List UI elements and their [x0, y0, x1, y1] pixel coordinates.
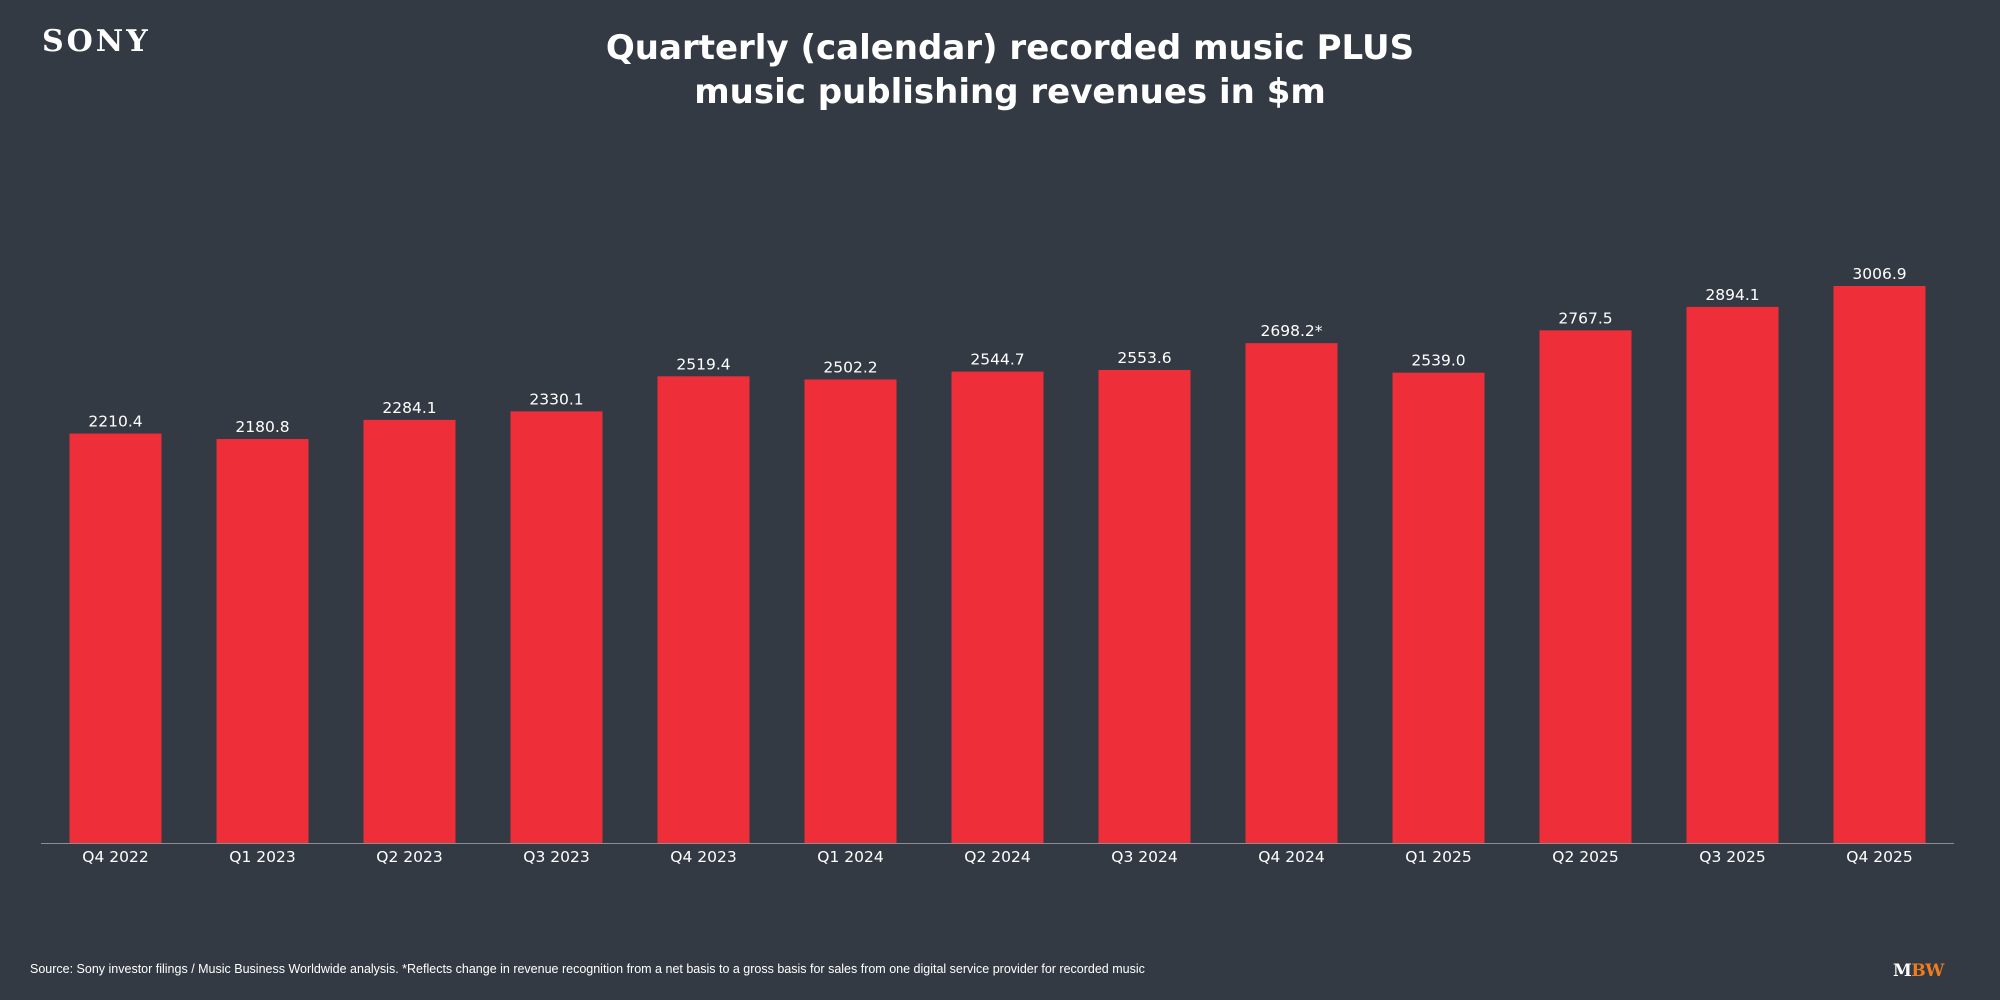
- x-tick-label: Q1 2023: [229, 848, 295, 866]
- data-label: 2210.4: [88, 413, 142, 431]
- sony-logo: SONY: [42, 24, 151, 59]
- data-label: 2519.4: [676, 355, 730, 373]
- x-tick-label: Q2 2025: [1552, 848, 1618, 866]
- data-label: 3006.9: [1852, 265, 1906, 283]
- bar: [1539, 330, 1632, 844]
- title-line-1: Quarterly (calendar) recorded music PLUS: [605, 28, 1415, 68]
- x-tick-label: Q1 2024: [817, 848, 883, 866]
- data-label: 2502.2: [823, 358, 877, 376]
- data-label: 2698.2*: [1261, 322, 1323, 340]
- bar: [1098, 369, 1191, 843]
- data-label: 2539.0: [1411, 352, 1465, 370]
- bar: [363, 419, 456, 843]
- bar: [1833, 286, 1926, 843]
- mbw-logo: MBW: [1893, 961, 1944, 981]
- bar: [510, 411, 603, 843]
- bar: [951, 371, 1044, 843]
- mbw-logo-bw: BW: [1911, 961, 1944, 981]
- x-tick-label: Q4 2023: [670, 848, 736, 866]
- x-tick-label: Q1 2025: [1405, 848, 1471, 866]
- data-label: 2767.5: [1558, 309, 1612, 327]
- data-label: 2180.8: [235, 418, 289, 436]
- bar: [1392, 372, 1485, 843]
- x-tick-label: Q2 2023: [376, 848, 442, 866]
- data-label: 2330.1: [529, 390, 583, 408]
- data-label: 2284.1: [382, 399, 436, 417]
- x-tick-label: Q4 2024: [1258, 848, 1324, 866]
- bar: [1686, 306, 1779, 843]
- x-tick-label: Q3 2023: [523, 848, 589, 866]
- x-tick-label: Q3 2025: [1699, 848, 1765, 866]
- x-tick-label: Q2 2024: [964, 848, 1030, 866]
- bar: [216, 439, 309, 843]
- bar: [69, 433, 162, 843]
- mbw-logo-m: M: [1893, 961, 1912, 981]
- x-tick-label: Q4 2025: [1846, 848, 1912, 866]
- bar: [1245, 343, 1338, 843]
- bar: [657, 376, 750, 843]
- x-tick-label: Q4 2022: [82, 848, 148, 866]
- data-label: 2894.1: [1705, 286, 1759, 304]
- source-note: Source: Sony investor filings / Music Bu…: [30, 962, 1145, 976]
- title-line-2: music publishing revenues in $m: [694, 72, 1326, 112]
- chart-title: Quarterly (calendar) recorded music PLUS…: [500, 26, 1520, 114]
- x-tick-label: Q3 2024: [1111, 848, 1177, 866]
- data-label: 2544.7: [970, 351, 1024, 369]
- data-label: 2553.6: [1117, 349, 1171, 367]
- bar: [804, 379, 897, 843]
